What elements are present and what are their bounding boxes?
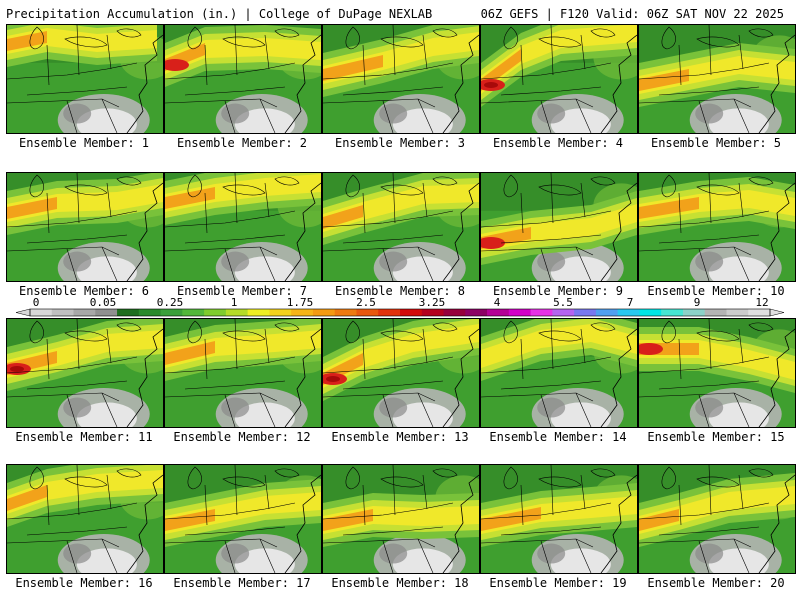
ensemble-map-panel (6, 24, 164, 134)
ensemble-map-panel (638, 24, 796, 134)
ensemble-member-label: Ensemble Member: 10 (647, 284, 785, 298)
ensemble-member-label: Ensemble Member: 7 (176, 284, 308, 298)
colorbar-swatch (73, 309, 96, 316)
colorbar-tick-label: 5.5 (553, 296, 573, 309)
ensemble-member-label: Ensemble Member: 11 (15, 430, 153, 444)
ensemble-member-label: Ensemble Member: 19 (489, 576, 627, 590)
colorbar-swatch (204, 309, 227, 316)
colorbar-swatch (487, 309, 510, 316)
colorbar-swatch (160, 309, 183, 316)
ensemble-map-panel (638, 172, 796, 282)
colorbar-swatch (726, 309, 749, 316)
ensemble-member-label: Ensemble Member: 15 (647, 430, 785, 444)
ensemble-member-label: Ensemble Member: 5 (650, 136, 782, 150)
colorbar-swatch (247, 309, 270, 316)
colorbar-tick-label: 1 (230, 296, 238, 309)
precip-colorbar (15, 308, 785, 317)
ensemble-member-label: Ensemble Member: 2 (176, 136, 308, 150)
colorbar-swatch (530, 309, 553, 316)
colorbar-tick-label: 0.25 (156, 296, 184, 309)
colorbar-swatch (117, 309, 140, 316)
ensemble-member-label: Ensemble Member: 3 (334, 136, 466, 150)
colorbar-swatch (138, 309, 162, 316)
colorbar-swatch (312, 309, 336, 316)
colorbar-swatch (465, 309, 488, 316)
colorbar-tick-label: 7 (626, 296, 634, 309)
colorbar-tick-label: 12 (755, 296, 769, 309)
colorbar-tick-label: 3.25 (418, 296, 446, 309)
colorbar-swatch (704, 309, 727, 316)
ensemble-map-panel (480, 464, 638, 574)
ensemble-map-panel (164, 172, 322, 282)
ensemble-member-label: Ensemble Member: 8 (334, 284, 466, 298)
colorbar-border (29, 308, 771, 317)
colorbar-swatch (225, 309, 249, 316)
ensemble-map-panel (164, 24, 322, 134)
colorbar-swatch (574, 309, 597, 316)
ensemble-map-panel (6, 464, 164, 574)
colorbar-swatch (356, 309, 379, 316)
colorbar-tick-label: 9 (693, 296, 701, 309)
colorbar-tick-label: 4 (493, 296, 501, 309)
colorbar-swatch (291, 309, 314, 316)
colorbar-swatch (508, 309, 532, 316)
ensemble-map-panel (322, 172, 480, 282)
colorbar-swatch (617, 309, 640, 316)
ensemble-member-label: Ensemble Member: 13 (331, 430, 469, 444)
colorbar-swatch (595, 309, 619, 316)
colorbar-swatch (30, 309, 53, 316)
ensemble-member-label: Ensemble Member: 17 (173, 576, 311, 590)
colorbar-swatch (443, 309, 466, 316)
colorbar-swatch (378, 309, 401, 316)
ensemble-member-label: Ensemble Member: 1 (18, 136, 150, 150)
ensemble-map-panel (6, 318, 164, 428)
colorbar-swatch (748, 309, 771, 316)
ensemble-map-panel (164, 464, 322, 574)
ensemble-map-panel (480, 318, 638, 428)
colorbar-tick-label: 1.75 (286, 296, 314, 309)
ensemble-map-panel (164, 318, 322, 428)
ensemble-map-panel (638, 318, 796, 428)
ensemble-map-panel (638, 464, 796, 574)
ensemble-member-label: Ensemble Member: 9 (492, 284, 624, 298)
model-run-info: 06Z GEFS | F120 Valid: 06Z SAT NOV 22 20… (480, 7, 784, 21)
colorbar-swatch (51, 309, 75, 316)
ensemble-map-panel (322, 464, 480, 574)
colorbar-tick-label: 0.05 (89, 296, 117, 309)
colorbar-swatch (182, 309, 205, 316)
colorbar-swatch (95, 309, 118, 316)
colorbar-swatch (639, 309, 662, 316)
colorbar-swatch (269, 309, 292, 316)
colorbar-right-arrow (769, 308, 785, 317)
ensemble-member-label: Ensemble Member: 4 (492, 136, 624, 150)
ensemble-member-label: Ensemble Member: 14 (489, 430, 627, 444)
colorbar-swatch (552, 309, 575, 316)
colorbar-swatch (682, 309, 706, 316)
ensemble-map-panel (322, 24, 480, 134)
colorbar-swatch (400, 309, 423, 316)
colorbar-tick-label: 2.5 (356, 296, 376, 309)
ensemble-member-label: Ensemble Member: 6 (18, 284, 150, 298)
chart-title: Precipitation Accumulation (in.) | Colle… (6, 7, 433, 21)
colorbar-swatch (334, 309, 357, 316)
colorbar-tick-label: 0 (32, 296, 40, 309)
colorbar-left-arrow (15, 308, 31, 317)
ensemble-member-label: Ensemble Member: 16 (15, 576, 153, 590)
ensemble-map-panel (322, 318, 480, 428)
ensemble-member-label: Ensemble Member: 12 (173, 430, 311, 444)
colorbar-swatch (421, 309, 445, 316)
ensemble-map-panel (6, 172, 164, 282)
ensemble-map-panel (480, 172, 638, 282)
ensemble-member-label: Ensemble Member: 18 (331, 576, 469, 590)
ensemble-member-label: Ensemble Member: 20 (647, 576, 785, 590)
colorbar-swatch (661, 309, 684, 316)
ensemble-map-panel (480, 24, 638, 134)
